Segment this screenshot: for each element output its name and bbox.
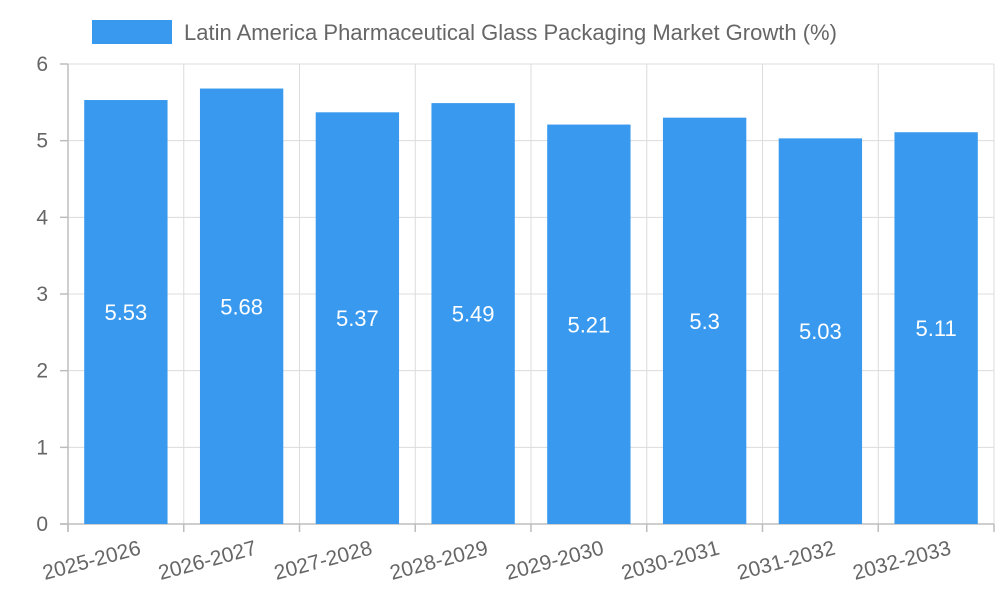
data-label: 5.37: [336, 306, 379, 331]
y-tick-label: 3: [36, 283, 48, 306]
bars: [84, 88, 978, 525]
data-label: 5.21: [567, 312, 610, 337]
bar: [315, 112, 400, 525]
x-tick-label: 2027-2028: [272, 537, 375, 585]
y-axis-ticks: 0 1 2 3 4 5 6: [36, 53, 48, 536]
bar: [84, 100, 168, 525]
bar: [778, 138, 863, 524]
legend-swatch: [92, 20, 172, 44]
x-tick-label: 2031-2032: [735, 537, 838, 585]
data-label: 5.68: [220, 294, 263, 319]
x-tick-label: 2029-2030: [503, 537, 606, 585]
y-tick-label: 4: [36, 206, 48, 229]
legend: Latin America Pharmaceutical Glass Packa…: [92, 20, 837, 45]
bar: [199, 88, 284, 525]
bar: [662, 117, 747, 525]
y-tick-label: 5: [36, 130, 48, 153]
y-tick-label: 2: [36, 360, 48, 383]
x-tick-label: 2030-2031: [619, 537, 722, 585]
data-label: 5.11: [916, 316, 957, 341]
x-tick-label: 2025-2026: [40, 537, 143, 585]
bar: [431, 103, 515, 524]
legend-label: Latin America Pharmaceutical Glass Packa…: [184, 20, 837, 45]
data-label: 5.03: [799, 319, 842, 344]
bar: [547, 124, 631, 525]
x-tick-label: 2032-2033: [850, 537, 953, 585]
data-labels: 5.53 5.68 5.37 5.49 5.21 5.3 5.03 5.11: [104, 294, 956, 344]
y-tick-label: 6: [36, 53, 48, 76]
x-tick-label: 2028-2029: [387, 537, 490, 585]
data-label: 5.3: [689, 309, 720, 334]
y-tick-label: 1: [36, 436, 48, 459]
data-label: 5.49: [452, 302, 495, 327]
data-label: 5.53: [104, 300, 147, 325]
x-axis-ticks: 2025-2026 2026-2027 2027-2028 2028-2029 2029…: [40, 537, 953, 585]
y-tick-label: 0: [36, 513, 48, 536]
bar: [894, 132, 978, 524]
x-tick-label: 2026-2027: [156, 537, 259, 585]
